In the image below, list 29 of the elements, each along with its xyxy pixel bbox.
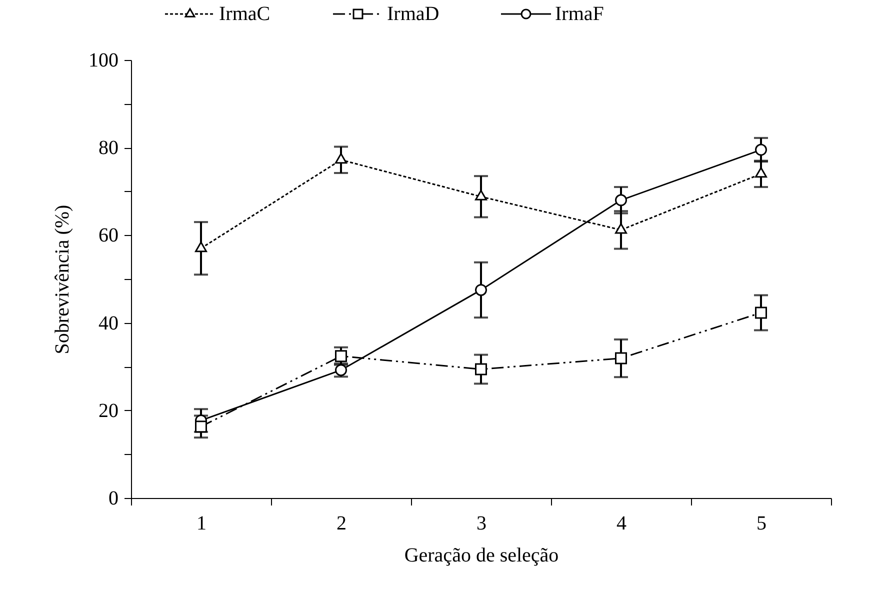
legend-label: IrmaC [219, 3, 270, 25]
point [475, 363, 487, 376]
point [475, 190, 487, 200]
y-tick-label: 20 [98, 400, 118, 422]
point [755, 167, 767, 178]
point [755, 306, 767, 319]
y-tick-label: 40 [98, 312, 118, 334]
legend-label: IrmaF [555, 3, 604, 25]
x-tick-label: 4 [616, 512, 626, 534]
x-tick-label: 3 [476, 512, 486, 534]
x-tick-label: 2 [336, 512, 346, 534]
y-tick-label: 0 [108, 488, 118, 510]
point [335, 153, 347, 164]
y-tick-label: 60 [98, 224, 118, 247]
y-tick-label: 80 [98, 137, 118, 160]
point [615, 352, 627, 364]
point [195, 242, 207, 252]
point [755, 144, 767, 156]
point [195, 420, 207, 433]
point [475, 284, 487, 296]
point [335, 350, 347, 362]
x-tick-label: 1 [196, 512, 206, 534]
x-tick-label: 5 [756, 512, 766, 534]
y-tick-label: 100 [88, 50, 118, 72]
point [615, 223, 627, 234]
point [615, 194, 627, 206]
legend-label: IrmaD [387, 3, 440, 25]
y-axis-title: Sobrevivência (%) [52, 204, 74, 354]
x-axis-title: Geração de seleção [404, 544, 559, 566]
